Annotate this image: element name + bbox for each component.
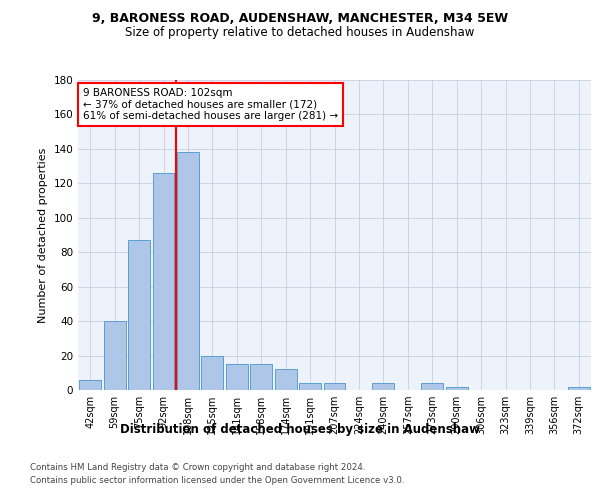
Bar (421, 383, 443, 390)
Bar (250, 364, 272, 390)
Text: Contains public sector information licensed under the Open Government Licence v3: Contains public sector information licen… (30, 476, 404, 485)
Bar (226, 364, 248, 390)
Bar (568, 386, 590, 390)
Text: 9 BARONESS ROAD: 102sqm
← 37% of detached houses are smaller (172)
61% of semi-d: 9 BARONESS ROAD: 102sqm ← 37% of detache… (83, 88, 338, 121)
Bar (373, 383, 394, 390)
Text: Contains HM Land Registry data © Crown copyright and database right 2024.: Contains HM Land Registry data © Crown c… (30, 462, 365, 471)
Bar (446, 386, 467, 390)
Bar (104, 321, 125, 390)
Text: Distribution of detached houses by size in Audenshaw: Distribution of detached houses by size … (120, 422, 480, 436)
Bar (152, 173, 175, 390)
Y-axis label: Number of detached properties: Number of detached properties (38, 148, 48, 322)
Bar (299, 383, 321, 390)
Bar (275, 370, 296, 390)
Text: Size of property relative to detached houses in Audenshaw: Size of property relative to detached ho… (125, 26, 475, 39)
Bar (79, 380, 101, 390)
Bar (323, 383, 346, 390)
Bar (177, 152, 199, 390)
Bar (128, 240, 150, 390)
Text: 9, BARONESS ROAD, AUDENSHAW, MANCHESTER, M34 5EW: 9, BARONESS ROAD, AUDENSHAW, MANCHESTER,… (92, 12, 508, 26)
Bar (202, 356, 223, 390)
